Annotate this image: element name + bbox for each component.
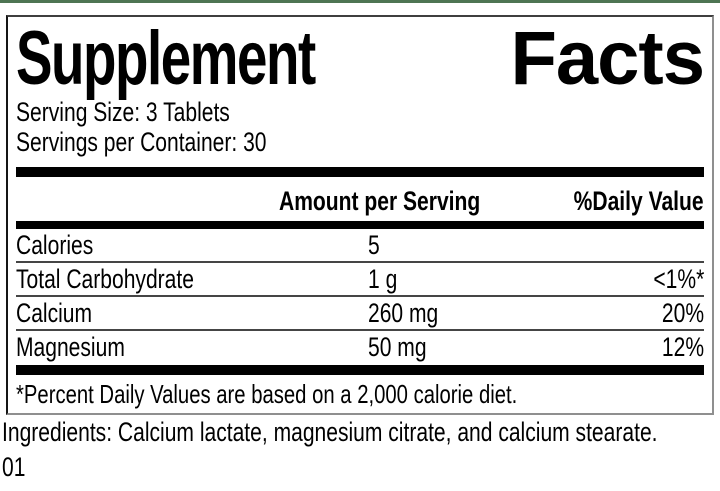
servings-per-container-line: Servings per Container: 30 [16,127,267,157]
nutrient-daily-value [574,229,704,261]
table-row-total-carbohydrate: Total Carbohydrate 1 g <1%* [16,263,704,297]
nutrient-amount: 50 mg [368,332,427,362]
table-row-magnesium: Magnesium 50 mg 12% [16,331,704,365]
label-code: 01 [2,452,26,482]
nutrient-amount: 260 mg [368,298,439,328]
nutrient-name: Calories [16,230,94,260]
nutrient-name: Calcium [16,298,93,328]
green-accent-strip [0,0,720,3]
title-word-supplement: Supplement [16,16,316,101]
facts-box: Supplement Facts Serving Size: 3 Tablets… [6,15,714,415]
title-word-facts: Facts [510,16,705,101]
thick-divider-header [16,221,704,229]
nutrient-name: Magnesium [16,332,125,362]
label-title: Supplement Facts [16,16,705,101]
header-daily-value: %Daily Value [574,186,704,216]
thick-divider-bottom [16,365,704,375]
nutrient-amount: 1 g [368,264,398,294]
table-header-row: Amount per Serving %Daily Value [16,177,704,221]
serving-info: Serving Size: 3 Tablets Servings per Con… [16,97,704,157]
nutrient-amount: 5 [368,230,380,260]
ingredients-text: Ingredients: Calcium lactate, magnesium … [2,417,658,447]
table-row-calories: Calories 5 [16,229,704,263]
nutrient-daily-value: 12% [661,332,704,362]
table-row-calcium: Calcium 260 mg 20% [16,297,704,331]
nutrient-daily-value: <1%* [653,264,704,294]
thick-divider-top [16,167,704,177]
nutrient-daily-value: 20% [661,298,704,328]
serving-size-line: Serving Size: 3 Tablets [16,97,230,127]
nutrient-table: Calories 5 Total Carbohydrate 1 g <1%* C… [16,229,704,365]
daily-value-footnote: *Percent Daily Values are based on a 2,0… [16,379,518,409]
header-amount-per-serving: Amount per Serving [279,186,481,216]
nutrient-name: Total Carbohydrate [16,264,194,294]
